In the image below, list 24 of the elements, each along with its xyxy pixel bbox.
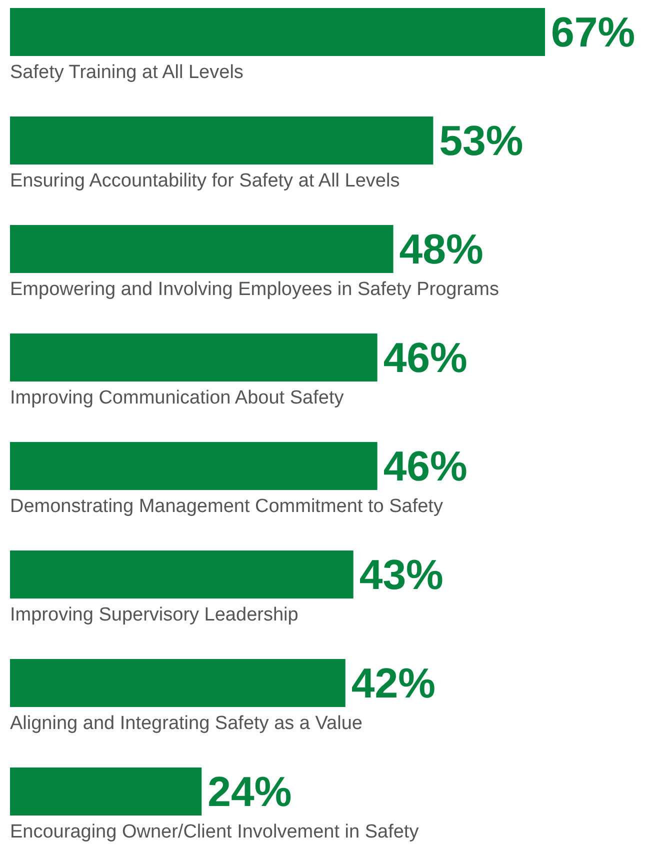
y-tick-label: Improving Supervisory Leadership: [10, 604, 298, 626]
data-label: 42%: [351, 660, 436, 706]
data-label: 53%: [439, 117, 524, 164]
data-label: 24%: [208, 768, 292, 815]
bar: [10, 659, 346, 707]
bar: [10, 768, 202, 816]
y-tick-label: Encouraging Owner/Client Involvement in Safety: [10, 822, 420, 842]
bar: [10, 8, 545, 56]
y-tick-label: Empowering and Involving Employees in Safety Programs: [10, 279, 499, 300]
data-label: 46%: [383, 442, 468, 490]
y-tick-label: Ensuring Accountability for Safety at All Levels: [10, 170, 400, 192]
bar: [10, 116, 434, 164]
bar: [10, 550, 354, 598]
y-tick-label: Aligning and Integrating Safety as a Value: [10, 713, 362, 734]
data-label: 46%: [383, 334, 468, 381]
bar: [10, 334, 378, 382]
y-tick-label: Demonstrating Management Commitment to Safety: [10, 496, 444, 517]
data-label: 67%: [551, 8, 636, 56]
data-label: 43%: [359, 551, 444, 598]
y-tick-label: Safety Training at All Levels: [10, 62, 244, 83]
data-label: 48%: [399, 226, 484, 272]
y-tick-label: Improving Communication About Safety: [10, 388, 344, 408]
bar: [10, 442, 378, 490]
bar: [10, 225, 394, 273]
